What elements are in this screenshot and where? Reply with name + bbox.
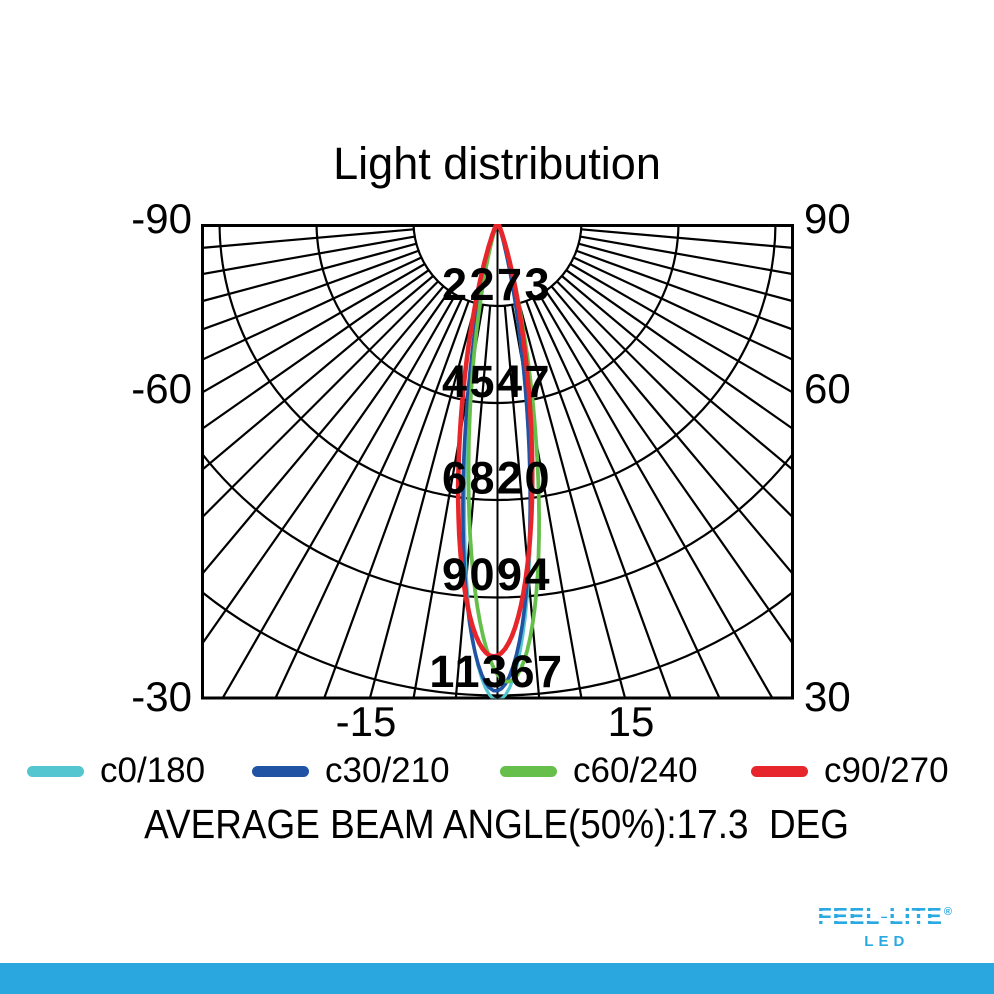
chart-legend: c0/180 c30/210 c60/240 c90/270 xyxy=(0,750,994,792)
angle-label-30: 30 xyxy=(804,673,851,720)
ring-value-label: 6820 xyxy=(442,453,552,504)
legend-item-c60-240: c60/240 xyxy=(500,750,698,792)
grid-radial-line xyxy=(202,249,419,331)
average-beam-angle-value: AVERAGE BEAM ANGLE(50%):17.3 DEG xyxy=(144,801,850,847)
ring-value-label: 4547 xyxy=(442,356,552,407)
legend-item-c0-180: c0/180 xyxy=(27,750,205,792)
grid-radial-line xyxy=(525,300,673,699)
angle-label-60: 60 xyxy=(804,365,851,412)
legend-label: c30/210 xyxy=(325,751,450,790)
brand-logo: FEEL-LITE® LED xyxy=(816,903,952,950)
grid-radial-line xyxy=(576,249,793,331)
grid-radial-line xyxy=(573,256,793,362)
grid-radial-line xyxy=(274,297,463,699)
angle-label-90: 90 xyxy=(804,195,851,242)
chart-title: Light distribution xyxy=(333,138,661,189)
grid-radial-line xyxy=(202,269,430,431)
grid-radial-line xyxy=(578,242,793,303)
grid-radial-line xyxy=(202,256,422,362)
legend-swatch-c0-180 xyxy=(27,765,84,777)
ring-value-label: 2273 xyxy=(442,259,552,310)
angle-labels: -90 90 -60 60 -30 30 -15 15 xyxy=(131,195,850,745)
legend-item-c30-210: c30/210 xyxy=(252,750,450,792)
series-curve-c90-270 xyxy=(455,224,535,659)
grid-radial-line xyxy=(544,290,793,646)
registered-trademark-icon: ® xyxy=(943,906,952,918)
polar-grid xyxy=(202,224,793,699)
grid-radial-line xyxy=(550,285,793,576)
brand-wordmark: FEEL-LITE® xyxy=(816,903,952,934)
angle-label-neg-30: -30 xyxy=(131,673,192,720)
bottom-bar xyxy=(0,963,994,994)
distribution-curves xyxy=(455,224,541,699)
legend-label: c0/180 xyxy=(100,751,206,790)
logo-stripe xyxy=(816,911,938,914)
grid-radial-line xyxy=(565,269,793,431)
grid-radial-line xyxy=(368,302,477,699)
brand-name: FEEL-LITE xyxy=(817,903,943,929)
grid-radial-line xyxy=(538,294,774,699)
grid-radial-line xyxy=(202,280,439,520)
grid-radial-line xyxy=(580,235,793,276)
legend-item-c90-270: c90/270 xyxy=(751,750,949,792)
grid-radial-line xyxy=(518,302,627,699)
grid-radial-line xyxy=(569,263,793,394)
angle-label-15: 15 xyxy=(608,698,655,745)
angle-label-neg-60: -60 xyxy=(131,365,192,412)
grid-radial-line xyxy=(322,300,470,699)
legend-swatch-c90-270 xyxy=(751,765,808,777)
grid-radial-line xyxy=(202,235,415,276)
grid-radial-line xyxy=(202,285,445,576)
angle-label-neg-90: -90 xyxy=(131,195,192,242)
grid-radial-line xyxy=(221,294,457,699)
ring-value-label: 9094 xyxy=(442,549,552,600)
legend-swatch-c60-240 xyxy=(500,765,557,777)
grid-radial-line xyxy=(581,228,793,249)
grid-radial-line xyxy=(503,305,541,699)
grid-radial-line xyxy=(202,228,414,249)
legend-label: c90/270 xyxy=(824,751,949,790)
ring-value-labels: 2273 4547 6820 9094 11367 xyxy=(429,259,564,697)
grid-radial-line xyxy=(202,275,434,472)
brand-sub-label: LED xyxy=(864,933,910,950)
legend-label: c60/240 xyxy=(573,751,698,790)
angle-label-neg-15: -15 xyxy=(336,698,397,745)
average-beam-angle-text: AVERAGE BEAM ANGLE(50%):17.3 DEG xyxy=(0,801,994,848)
grid-radial-line xyxy=(202,263,426,394)
grid-radial-line xyxy=(454,305,492,699)
legend-swatch-c30-210 xyxy=(252,765,309,777)
grid-radial-line xyxy=(532,297,721,699)
grid-radial-line xyxy=(202,290,451,646)
logo-stripe xyxy=(816,918,938,921)
grid-radial-line xyxy=(202,242,417,303)
ring-value-label: 11367 xyxy=(429,646,564,697)
grid-radial-line xyxy=(556,280,793,520)
grid-radial-line xyxy=(561,275,793,472)
